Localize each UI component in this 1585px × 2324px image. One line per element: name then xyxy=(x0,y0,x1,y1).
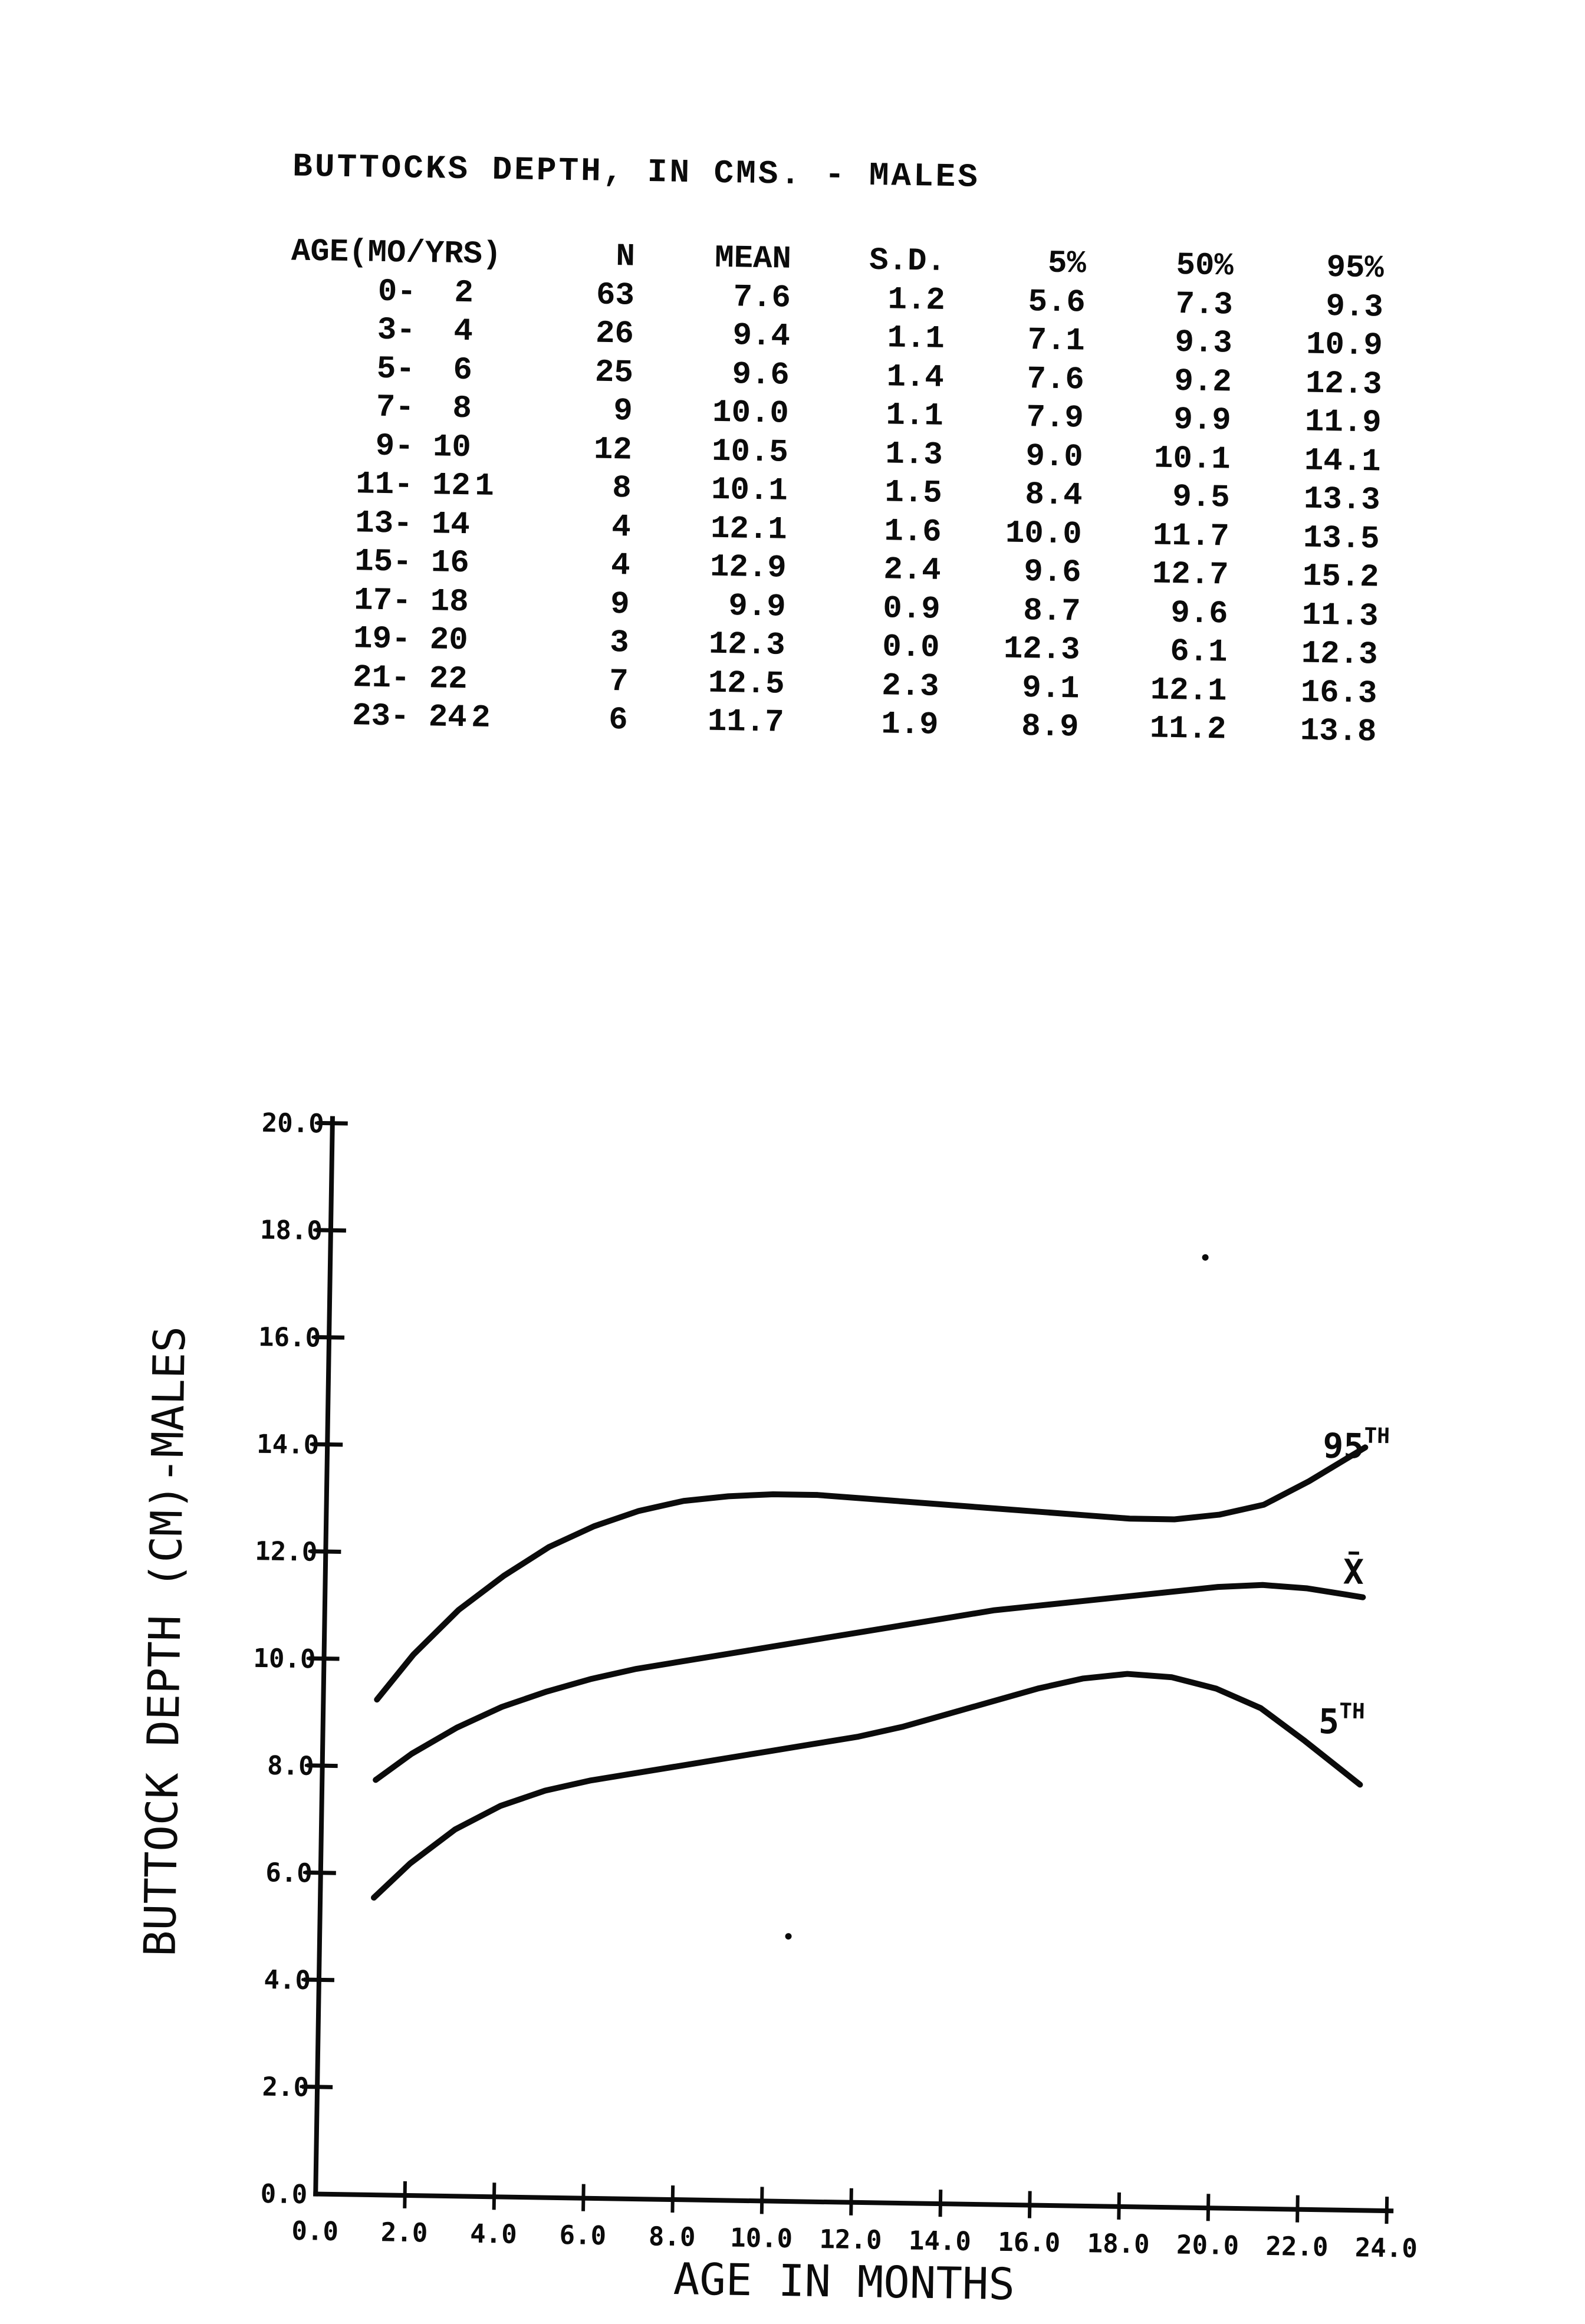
x-tick-label: 6.0 xyxy=(559,2220,606,2251)
y-tick-label: 2.0 xyxy=(262,2072,309,2102)
curve-5th-percentile xyxy=(370,1671,1363,1901)
y-tick-label: 16.0 xyxy=(258,1322,321,1353)
y-tick xyxy=(310,1549,341,1554)
y-tick-label: 20.0 xyxy=(261,1108,324,1139)
x-tick-label: 16.0 xyxy=(998,2227,1061,2259)
y-tick-label: 18.0 xyxy=(260,1215,323,1246)
y-axis-line xyxy=(313,1116,335,2197)
x-tick-label: 12.0 xyxy=(819,2224,882,2256)
x-tick xyxy=(1295,2195,1300,2223)
x-tick-label: 4.0 xyxy=(470,2219,517,2250)
y-tick-label: 10.0 xyxy=(253,1643,316,1675)
x-tick-label: 20.0 xyxy=(1176,2230,1239,2261)
curve-label-mean: X̄ xyxy=(1343,1551,1364,1592)
x-tick-label: 8.0 xyxy=(649,2221,696,2252)
curve-label-95th-percentile: 95TH xyxy=(1323,1423,1390,1467)
x-tick xyxy=(670,2185,675,2213)
y-tick xyxy=(302,2085,333,2089)
x-tick-label: 18.0 xyxy=(1087,2228,1150,2260)
curve-label-5th-percentile: 5TH xyxy=(1318,1699,1365,1742)
x-tick xyxy=(492,2182,496,2210)
x-tick xyxy=(1385,2197,1389,2224)
x-tick-label: 22.0 xyxy=(1265,2231,1328,2263)
y-tick xyxy=(308,1656,340,1661)
y-tick-label: 14.0 xyxy=(257,1429,320,1461)
y-tick-label: 8.0 xyxy=(267,1751,314,1781)
x-tick xyxy=(581,2184,586,2211)
x-tick-label: 2.0 xyxy=(380,2217,428,2248)
y-tick xyxy=(305,1870,336,1875)
y-tick-label: 12.0 xyxy=(255,1536,318,1567)
scan-speck xyxy=(785,1933,792,1940)
curve-95th-percentile xyxy=(374,1444,1369,1703)
y-tick-label: 6.0 xyxy=(265,1858,313,1888)
y-tick xyxy=(312,1442,343,1447)
scan-speck xyxy=(1202,1254,1209,1261)
x-tick-label: 24.0 xyxy=(1354,2233,1418,2264)
x-tick-label: 14.0 xyxy=(909,2226,972,2257)
x-tick-label: 10.0 xyxy=(730,2223,793,2254)
y-tick-label: 0.0 xyxy=(260,2179,307,2210)
x-tick-label: 0.0 xyxy=(291,2216,338,2247)
y-axis-title: BUTTOCK DEPTH (CM)-MALES xyxy=(135,1326,196,1957)
x-axis-line xyxy=(313,2191,1394,2214)
y-tick xyxy=(315,1228,346,1233)
y-tick-label: 4.0 xyxy=(264,1965,311,1996)
x-axis-title: AGE IN MONTHS xyxy=(673,2254,1015,2310)
x-tick xyxy=(1206,2194,1211,2221)
curve-mean xyxy=(373,1582,1366,1783)
